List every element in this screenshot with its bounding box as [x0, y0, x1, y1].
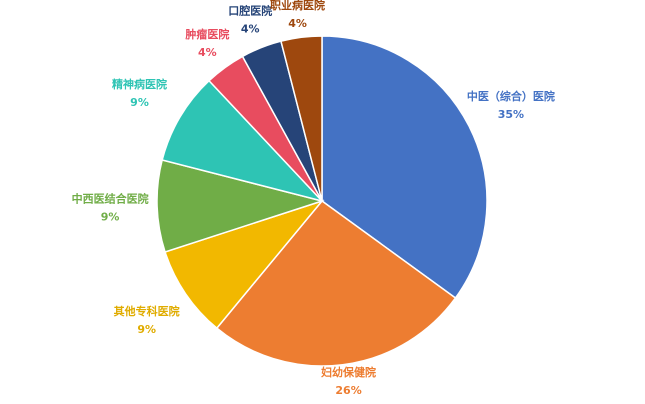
- slice-value-label: 26%: [335, 384, 361, 397]
- slice-value-label: 4%: [288, 17, 307, 30]
- slice-value-label: 4%: [241, 23, 260, 36]
- slice-label: 口腔医院: [228, 4, 272, 18]
- pie-slice: [321, 35, 488, 300]
- slice-value-label: 9%: [130, 96, 149, 109]
- slice-value-label: 9%: [101, 211, 120, 224]
- slice-label: 精神病医院: [112, 77, 167, 91]
- slice-label: 妇幼保健院: [320, 365, 376, 379]
- slice-label: 肿瘤医院: [185, 27, 229, 41]
- slice-label: 中医（综合）医院: [467, 89, 555, 103]
- pie-slice: [156, 159, 325, 253]
- pie-slice: [164, 199, 325, 330]
- slice-label: 职业病医院: [270, 0, 325, 12]
- slice-value-label: 9%: [137, 323, 156, 336]
- pie-slice: [161, 79, 325, 203]
- pie-slice: [280, 35, 323, 202]
- slice-value-label: 4%: [198, 46, 217, 59]
- slice-value-label: 35%: [498, 108, 524, 121]
- slice-label: 中西医结合医院: [72, 192, 149, 206]
- pie-slice: [215, 199, 457, 367]
- slice-label: 其他专科医院: [114, 304, 180, 318]
